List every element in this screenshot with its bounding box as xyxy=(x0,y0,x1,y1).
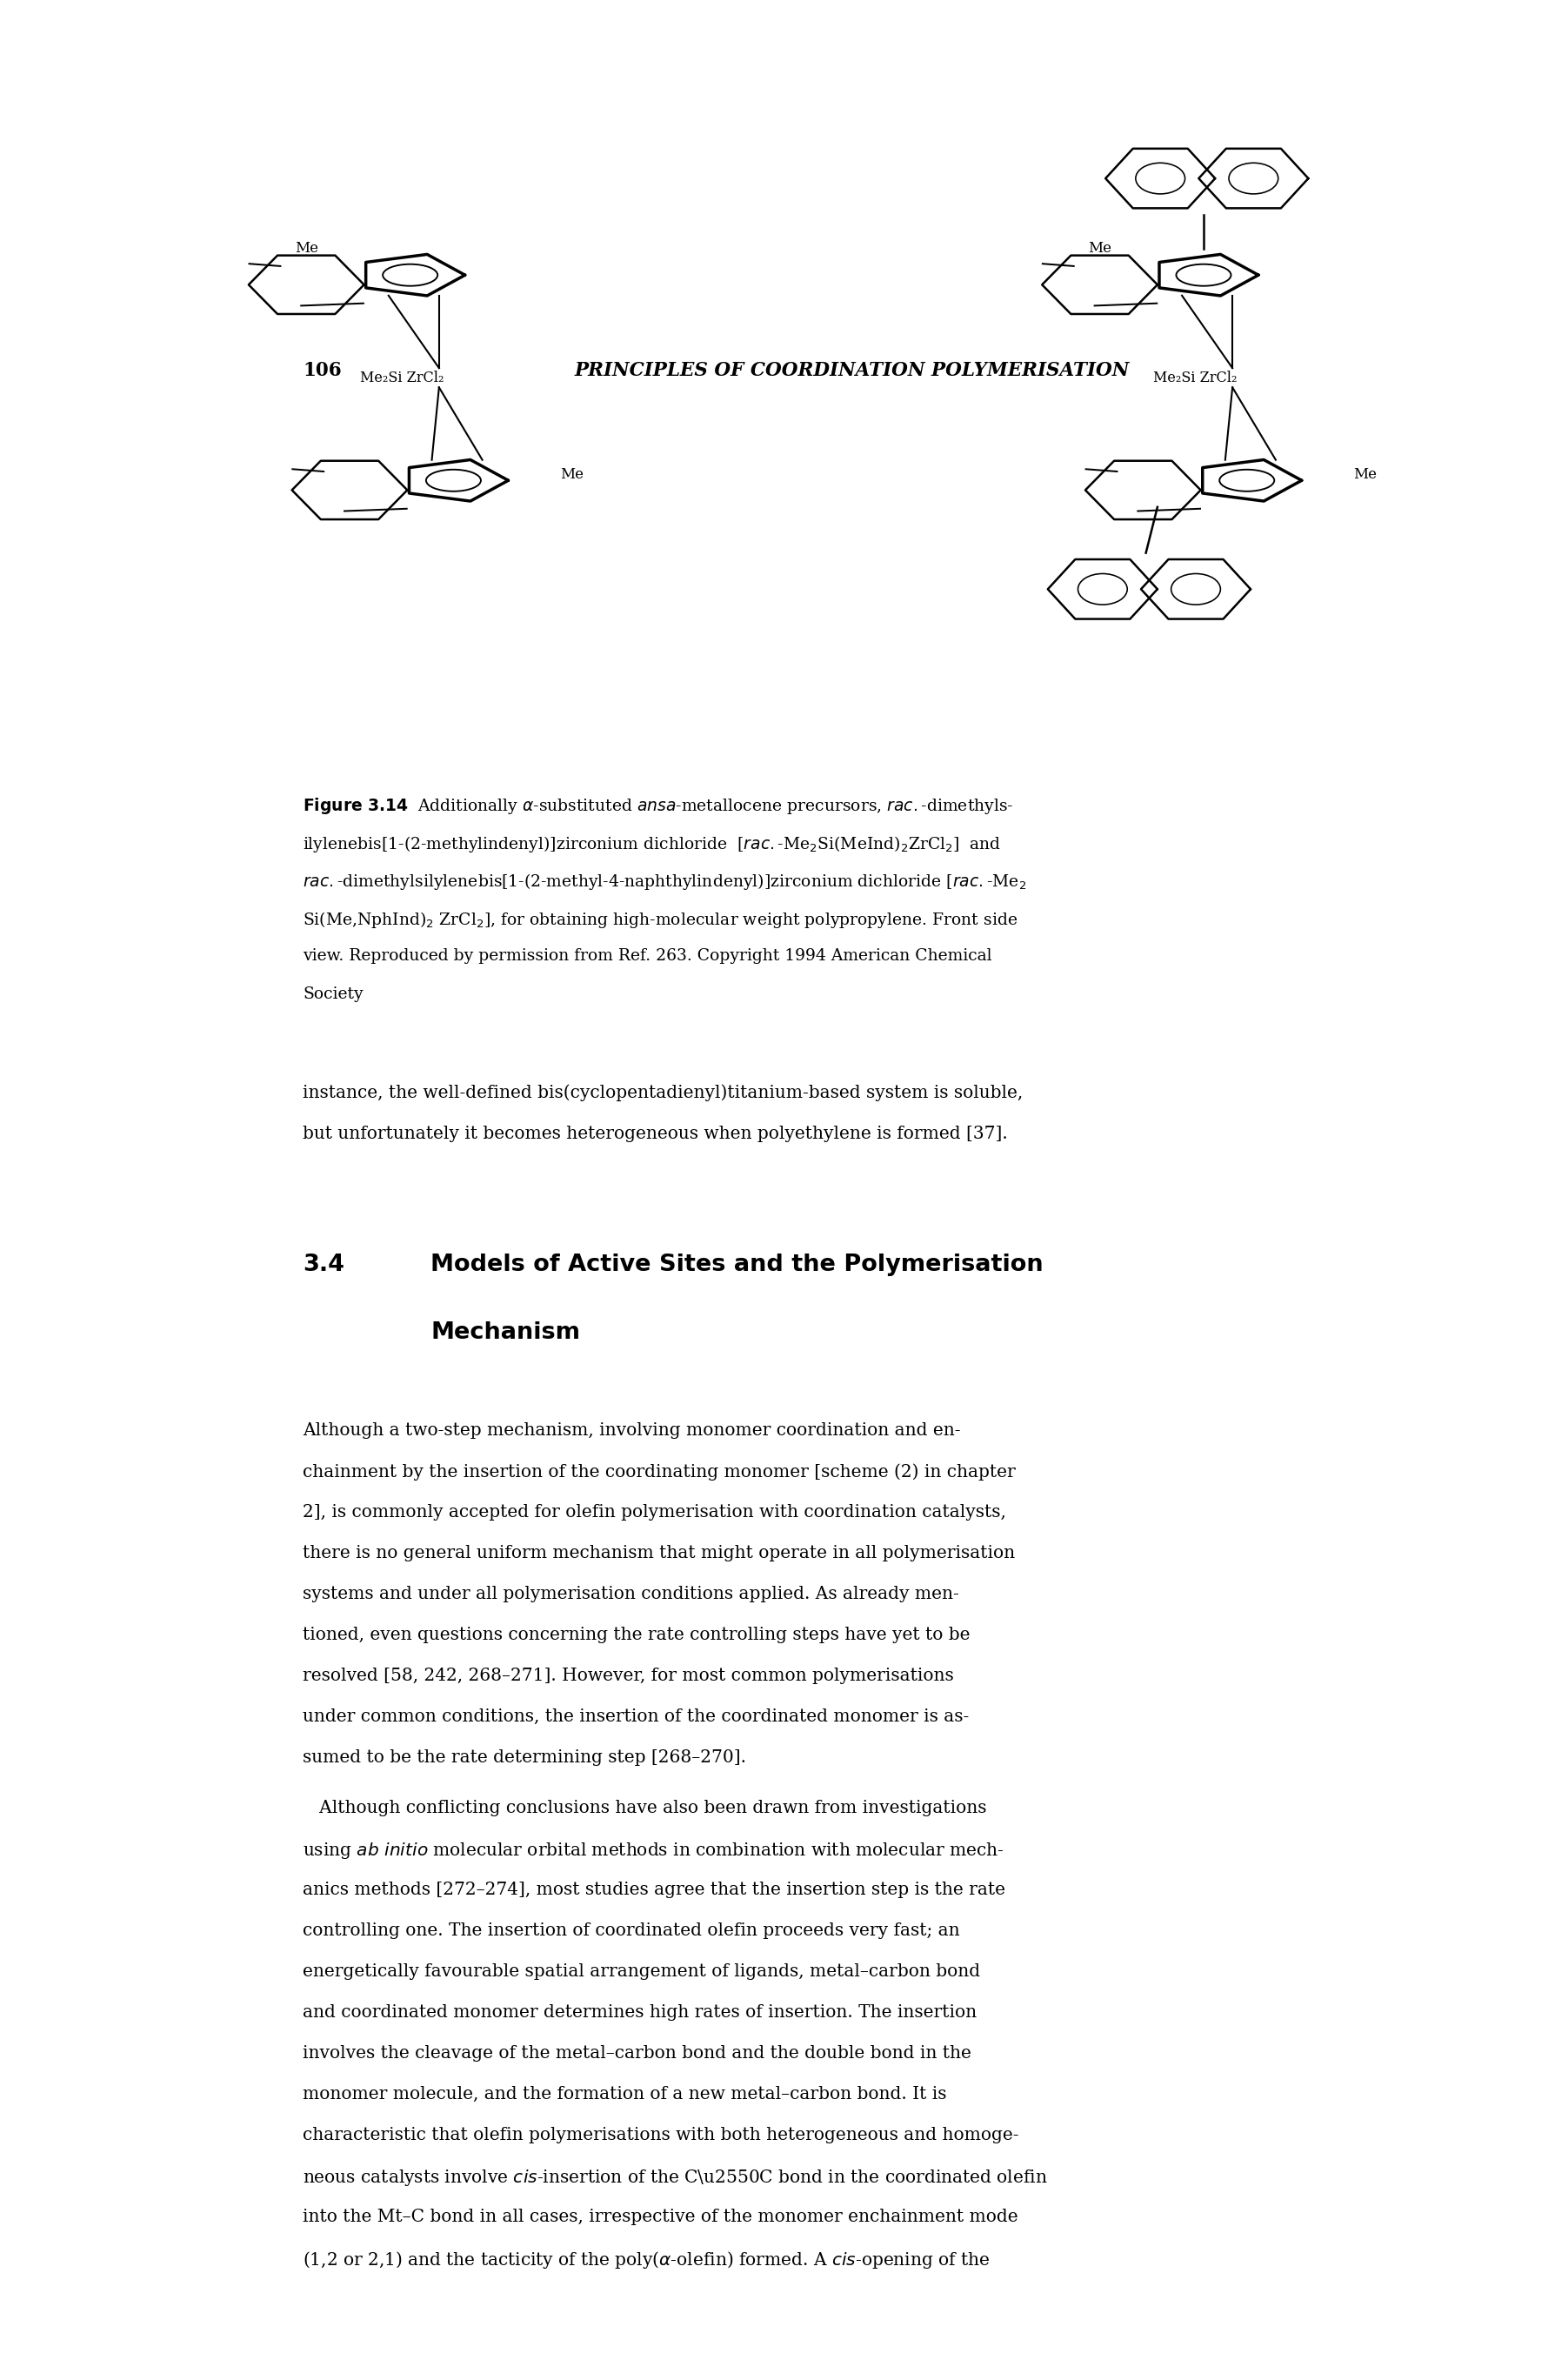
Text: characteristic that olefin polymerisations with both heterogeneous and homoge-: characteristic that olefin polymerisatio… xyxy=(303,2126,1019,2143)
Text: but unfortunately it becomes heterogeneous when polyethylene is formed [37].: but unfortunately it becomes heterogeneo… xyxy=(303,1126,1008,1142)
Text: involves the cleavage of the metal–carbon bond and the double bond in the: involves the cleavage of the metal–carbo… xyxy=(303,2044,972,2060)
Text: 106: 106 xyxy=(303,361,342,380)
Text: Me: Me xyxy=(560,467,583,481)
Text: sumed to be the rate determining step [268–270].: sumed to be the rate determining step [2… xyxy=(303,1749,746,1765)
Text: there is no general uniform mechanism that might operate in all polymerisation: there is no general uniform mechanism th… xyxy=(303,1546,1016,1562)
Text: Although a two-step mechanism, involving monomer coordination and en-: Although a two-step mechanism, involving… xyxy=(303,1423,961,1440)
Text: Me₂Si ZrCl₂: Me₂Si ZrCl₂ xyxy=(359,371,444,385)
Text: Me: Me xyxy=(295,241,318,255)
Text: $\mathit{rac.}$-dimethylsilylenebis[1-(2-methyl-4-naphthylindenyl)]zirconium dic: $\mathit{rac.}$-dimethylsilylenebis[1-(2… xyxy=(303,871,1027,892)
Text: and coordinated monomer determines high rates of insertion. The insertion: and coordinated monomer determines high … xyxy=(303,2004,977,2020)
Text: controlling one. The insertion of coordinated olefin proceeds very fast; an: controlling one. The insertion of coordi… xyxy=(303,1921,960,1938)
Text: Si(Me,NphInd)$_2$ ZrCl$_2$], for obtaining high-molecular weight polypropylene. : Si(Me,NphInd)$_2$ ZrCl$_2$], for obtaini… xyxy=(303,911,1018,930)
Text: anics methods [272–274], most studies agree that the insertion step is the rate: anics methods [272–274], most studies ag… xyxy=(303,1881,1005,1897)
Text: (1,2 or 2,1) and the tacticity of the poly($\mathit{\alpha}$-olefin) formed. A $: (1,2 or 2,1) and the tacticity of the po… xyxy=(303,2249,991,2270)
Text: resolved [58, 242, 268–271]. However, for most common polymerisations: resolved [58, 242, 268–271]. However, fo… xyxy=(303,1669,953,1685)
Text: Me: Me xyxy=(1353,467,1377,481)
Text: Me: Me xyxy=(1088,241,1112,255)
Text: 3.4: 3.4 xyxy=(303,1253,345,1277)
Text: instance, the well-defined bis(cyclopentadienyl)titanium-based system is soluble: instance, the well-defined bis(cyclopent… xyxy=(303,1086,1024,1102)
Text: chainment by the insertion of the coordinating monomer [scheme (2) in chapter: chainment by the insertion of the coordi… xyxy=(303,1463,1016,1480)
Text: $\mathbf{Figure\ 3.14}$  Additionally $\mathit{\alpha}$-substituted $\mathit{ans: $\mathbf{Figure\ 3.14}$ Additionally $\m… xyxy=(303,795,1014,817)
Text: systems and under all polymerisation conditions applied. As already men-: systems and under all polymerisation con… xyxy=(303,1586,960,1602)
Text: tioned, even questions concerning the rate controlling steps have yet to be: tioned, even questions concerning the ra… xyxy=(303,1626,971,1643)
Text: under common conditions, the insertion of the coordinated monomer is as-: under common conditions, the insertion o… xyxy=(303,1709,969,1725)
Text: Mechanism: Mechanism xyxy=(431,1322,580,1343)
Text: view. Reproduced by permission from Ref. 263. Copyright 1994 American Chemical: view. Reproduced by permission from Ref.… xyxy=(303,949,993,963)
Text: Society: Society xyxy=(303,986,364,1003)
Text: ilylenebis[1-(2-methylindenyl)]zirconium dichloride  [$\mathit{rac.}$-Me$_2$Si(M: ilylenebis[1-(2-methylindenyl)]zirconium… xyxy=(303,833,1002,854)
Text: Although conflicting conclusions have also been drawn from investigations: Although conflicting conclusions have al… xyxy=(303,1798,986,1815)
Text: Me₂Si ZrCl₂: Me₂Si ZrCl₂ xyxy=(1152,371,1237,385)
Text: energetically favourable spatial arrangement of ligands, metal–carbon bond: energetically favourable spatial arrange… xyxy=(303,1964,980,1980)
Text: neous catalysts involve $\mathit{cis}$-insertion of the C\u2550C bond in the coo: neous catalysts involve $\mathit{cis}$-i… xyxy=(303,2166,1047,2188)
Text: into the Mt–C bond in all cases, irrespective of the monomer enchainment mode: into the Mt–C bond in all cases, irrespe… xyxy=(303,2209,1018,2225)
Text: PRINCIPLES OF COORDINATION POLYMERISATION: PRINCIPLES OF COORDINATION POLYMERISATIO… xyxy=(574,361,1131,380)
Text: using $\mathit{ab\ initio}$ molecular orbital methods in combination with molecu: using $\mathit{ab\ initio}$ molecular or… xyxy=(303,1841,1005,1860)
Text: monomer molecule, and the formation of a new metal–carbon bond. It is: monomer molecule, and the formation of a… xyxy=(303,2086,947,2103)
Text: 2], is commonly accepted for olefin polymerisation with coordination catalysts,: 2], is commonly accepted for olefin poly… xyxy=(303,1503,1007,1520)
Text: Models of Active Sites and the Polymerisation: Models of Active Sites and the Polymeris… xyxy=(431,1253,1043,1277)
